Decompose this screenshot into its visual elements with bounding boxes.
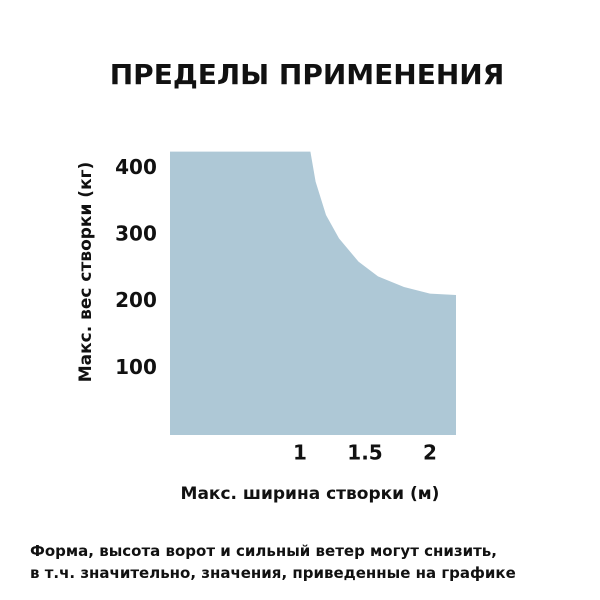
chart-title: ПРЕДЕЛЫ ПРИМЕНЕНИЯ	[110, 58, 505, 91]
x-tick-label: 1.5	[347, 441, 382, 465]
footnote: в т.ч. значительно, значения, приведенны…	[30, 564, 516, 582]
y-axis-label: Макс. вес створки (кг)	[76, 162, 96, 383]
x-tick-label: 2	[423, 441, 437, 465]
y-tick-label: 200	[115, 288, 157, 312]
footnote: Форма, высота ворот и сильный ветер могу…	[30, 542, 497, 560]
y-tick-label: 300	[115, 222, 157, 246]
y-tick-label: 400	[115, 155, 157, 179]
x-tick-label: 1	[293, 441, 307, 465]
x-axis-label: Макс. ширина створки (м)	[181, 484, 440, 504]
area	[170, 151, 456, 435]
y-tick-label: 100	[115, 355, 157, 379]
